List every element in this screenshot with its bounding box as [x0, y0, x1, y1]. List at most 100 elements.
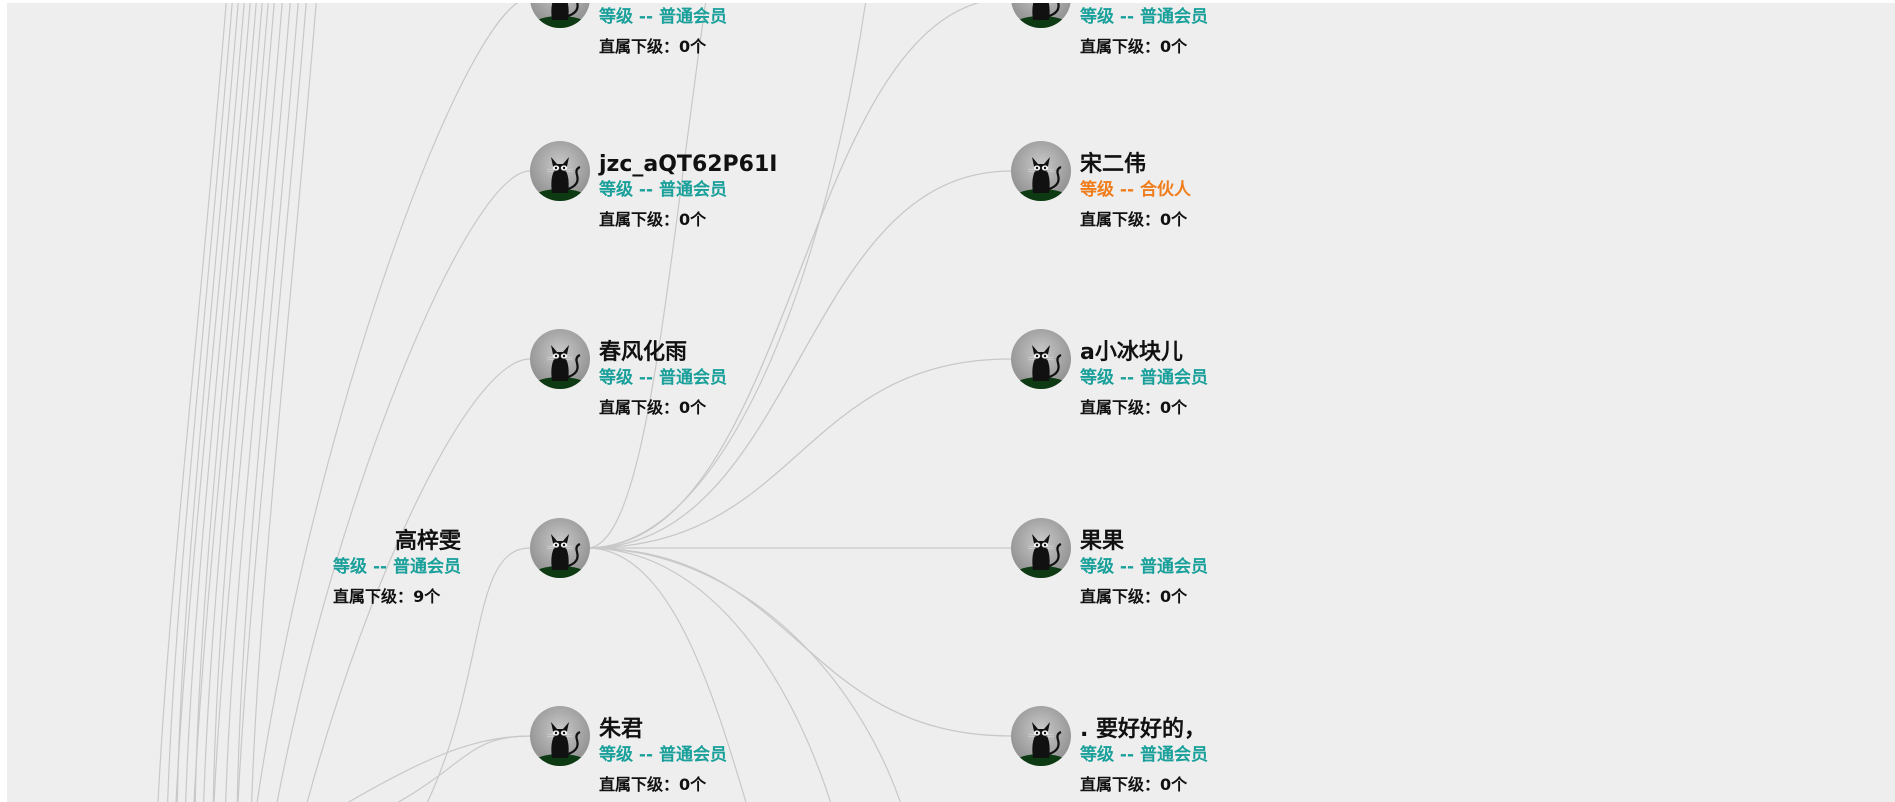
tree-link: [586, 170, 1012, 549]
level-prefix: 等级 --: [1080, 557, 1140, 577]
level-prefix: 等级 --: [1080, 368, 1140, 388]
member-name: a小冰块儿: [1080, 340, 1183, 365]
children-count: 直属下级：0个: [599, 396, 727, 420]
tree-link: [586, 547, 832, 802]
children-unit: 个: [1171, 398, 1188, 417]
member-name: 朱君: [599, 717, 644, 742]
children-unit: 个: [1171, 587, 1188, 606]
children-value: 0: [679, 210, 691, 229]
level-prefix: 等级 --: [599, 368, 659, 388]
black-cat-avatar-icon: [530, 329, 590, 389]
children-unit: 个: [690, 37, 707, 56]
level-value: 普通会员: [393, 557, 461, 577]
children-prefix: 直属下级：: [599, 775, 680, 794]
tree-link: [203, 3, 269, 802]
children-prefix: 直属下级：: [1080, 587, 1161, 606]
level-prefix: 等级 --: [599, 745, 659, 765]
level-value: 普通会员: [658, 180, 727, 200]
children-count: 直属下级：0个: [1080, 396, 1208, 420]
tree-link: [193, 3, 263, 802]
member-info: 果果 等级 -- 普通会员 直属下级：0个: [1080, 529, 1208, 609]
member-info: 朱君 等级 -- 普通会员 直属下级：0个: [599, 717, 727, 797]
children-count: 直属下级：0个: [599, 35, 727, 59]
level-value: 普通会员: [658, 368, 727, 388]
children-prefix: 直属下级：: [1080, 210, 1161, 229]
tree-link: [586, 3, 867, 549]
children-count: 直属下级：0个: [599, 208, 777, 232]
member-info: 高梓雯 等级 -- 普通会员直属下级：9个: [333, 529, 461, 609]
member-info: 宋二伟 等级 -- 合伙人 直属下级：0个: [1080, 152, 1191, 232]
level-prefix: 等级 --: [333, 557, 393, 577]
tree-link: [175, 3, 245, 802]
tree-link: [256, 3, 519, 802]
tree-link: [157, 3, 227, 802]
member-name: 高梓雯: [394, 529, 461, 554]
tree-link: [237, 3, 307, 802]
tree-link: [586, 547, 1012, 737]
tree-link: [251, 3, 317, 802]
member-level: 等级 -- 普通会员: [1080, 555, 1208, 579]
children-count: 直属下级：0个: [599, 773, 727, 797]
children-prefix: 直属下级：: [333, 587, 414, 606]
member-info: 春风化雨 等级 -- 普通会员 直属下级：0个: [599, 340, 727, 420]
black-cat-avatar-icon: [530, 518, 590, 578]
tree-link: [176, 3, 239, 802]
children-unit: 个: [424, 587, 441, 606]
tree-link: [586, 3, 707, 549]
tree-link: [397, 735, 531, 802]
black-cat-avatar-icon: [1011, 518, 1071, 578]
children-value: 0: [1160, 775, 1172, 794]
member-level: 等级 -- 普通会员: [599, 178, 777, 202]
tree-link: [586, 547, 747, 802]
children-value: 9: [413, 587, 425, 606]
member-info: 等级 -- 普通会员 直属下级：0个: [599, 3, 727, 59]
level-prefix: 等级 --: [1080, 7, 1140, 27]
tree-link: [213, 3, 283, 802]
children-count: 直属下级：0个: [1080, 208, 1191, 232]
level-value: 普通会员: [1139, 745, 1208, 765]
tree-link: [225, 3, 291, 802]
children-unit: 个: [1171, 37, 1188, 56]
tree-link: [347, 735, 531, 802]
level-value: 普通会员: [1139, 368, 1208, 388]
tree-link: [586, 547, 901, 802]
children-value: 0: [1160, 587, 1172, 606]
tree-link: [586, 358, 1012, 549]
tree-link: [194, 3, 257, 802]
tree-diagram-canvas: 等级 -- 普通会员 直属下级：0个 jzc_aQT62P61I 等级 -- 普通会…: [7, 3, 1895, 802]
member-name: 宋二伟: [1080, 152, 1147, 177]
children-value: 0: [1160, 398, 1172, 417]
black-cat-avatar-icon: [1011, 141, 1071, 201]
member-level: 等级 -- 普通会员: [333, 555, 461, 579]
member-name: 春风化雨: [599, 340, 688, 365]
black-cat-avatar-icon: [1011, 706, 1071, 766]
tree-link: [276, 170, 531, 802]
member-level: 等级 -- 普通会员: [599, 366, 727, 390]
member-level: 等级 -- 普通会员: [1080, 5, 1208, 29]
children-prefix: 直属下级：: [599, 37, 680, 56]
tree-link: [185, 3, 251, 802]
children-value: 0: [679, 37, 691, 56]
member-info: 等级 -- 普通会员 直属下级：0个: [1080, 3, 1208, 59]
tree-link: [167, 3, 233, 802]
member-level: 等级 -- 合伙人: [1080, 178, 1191, 202]
level-value: 普通会员: [1139, 7, 1208, 27]
children-prefix: 直属下级：: [1080, 398, 1161, 417]
children-value: 0: [1160, 37, 1172, 56]
member-name: jzc_aQT62P61I: [599, 152, 778, 177]
children-value: 0: [1160, 210, 1172, 229]
member-level: 等级 -- 普通会员: [599, 743, 727, 767]
black-cat-avatar-icon: [530, 706, 590, 766]
level-prefix: 等级 --: [599, 7, 659, 27]
member-info: a小冰块儿等级 -- 普通会员直属下级：0个: [1080, 340, 1208, 420]
member-level: 等级 -- 普通会员: [1080, 743, 1208, 767]
children-count: 直属下级：0个: [1080, 35, 1208, 59]
tree-link: [212, 3, 275, 802]
member-info: . 要好好的， 等级 -- 普通会员 直属下级：0个: [1080, 717, 1208, 797]
children-value: 0: [679, 398, 691, 417]
level-value: 普通会员: [658, 745, 727, 765]
level-prefix: 等级 --: [1080, 745, 1140, 765]
black-cat-avatar-icon: [530, 141, 590, 201]
tree-links: [157, 3, 1012, 802]
children-value: 0: [679, 775, 691, 794]
